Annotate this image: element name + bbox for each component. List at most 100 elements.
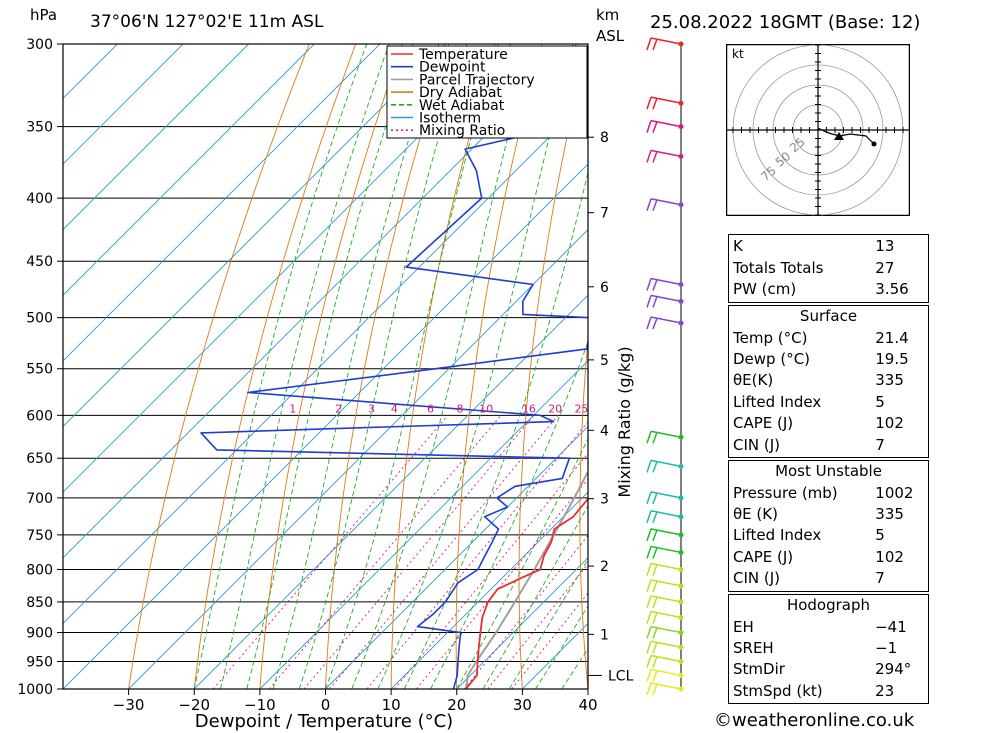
isotherm-line	[63, 44, 249, 231]
isotherm-line	[390, 491, 588, 689]
dry-adiabat-line	[128, 44, 310, 689]
pressure-tick-label: 700	[26, 491, 53, 507]
table-row: CAPE (J) 102	[729, 413, 928, 434]
wind-barb-feather	[652, 121, 658, 133]
wind-barb-feather	[646, 682, 652, 696]
temperature-tick-label: −10	[244, 696, 276, 714]
wind-barb-feather	[646, 528, 652, 542]
wet-adiabat-line	[298, 44, 468, 689]
isotherm-line	[63, 44, 512, 493]
wind-barb-feather	[652, 612, 658, 624]
wind-level-dot	[678, 495, 684, 501]
wind-level-dot	[678, 583, 684, 589]
mixing-ratio-line	[416, 478, 588, 689]
wind-barb-feather	[646, 278, 652, 291]
index-value: 5	[875, 526, 885, 545]
wind-barb-feather	[646, 626, 652, 639]
mixing-ratio-tick-label: 25	[574, 402, 588, 415]
legend-entry: Parcel Trajectory	[419, 72, 535, 88]
wind-barb-feather	[652, 296, 658, 308]
wind-barb	[650, 595, 682, 603]
table-row: StmDir 294°	[729, 659, 928, 680]
wind-barb-feather	[646, 669, 652, 682]
index-label: CAPE (J)	[733, 414, 794, 433]
wind-barb-feather	[652, 683, 658, 696]
wind-barb-feather	[646, 655, 652, 668]
wind-barb	[650, 625, 682, 634]
temperature-tick-label: 30	[513, 696, 532, 714]
index-label: Dewp (°C)	[733, 349, 811, 368]
pressure-tick-label: 400	[26, 191, 53, 207]
index-label: K	[733, 237, 743, 256]
legend-entry: Mixing Ratio	[419, 123, 505, 139]
wind-barb	[650, 640, 682, 648]
mixing-ratio-line	[212, 415, 449, 689]
km-tick-label: 3	[600, 492, 609, 508]
index-value: 21.4	[875, 328, 909, 347]
index-label: Lifted Index	[733, 392, 822, 411]
table-row: PW (cm) 3.56	[729, 279, 928, 300]
table-row: CAPE (J) 102	[729, 547, 928, 568]
wind-barb-feather	[646, 316, 652, 330]
wet-adiabat-line	[430, 340, 588, 689]
section-title: Surface	[799, 307, 858, 326]
km-tick-label: 7	[600, 206, 609, 222]
wind-barb-feather	[646, 295, 652, 308]
km-tick-label: 5	[600, 353, 609, 369]
index-value: 23	[875, 681, 895, 700]
wind-barb	[650, 198, 682, 206]
wind-barb-feather	[646, 198, 652, 212]
wind-barb-feather	[652, 641, 658, 654]
table-row: Lifted Index 5	[729, 392, 928, 413]
location-label: 37°06'N 127°02'E 11m ASL	[90, 12, 324, 32]
dry-adiabat-line	[325, 44, 450, 689]
index-label: SREH	[733, 638, 774, 657]
surface-box: Surface Temp (°C) 21.4 Dewp (°C) 19.5 θE(K) 33…	[728, 305, 929, 458]
wet-adiabat-line	[482, 504, 588, 689]
wind-barb	[650, 562, 682, 571]
isotherm-line	[63, 44, 118, 100]
wind-barb-feather	[646, 595, 652, 609]
index-value: 3.56	[875, 279, 909, 298]
mixing-ratio-tick-label: 1	[289, 402, 296, 415]
wind-barb	[650, 545, 682, 554]
dry-adiabat-line	[639, 44, 682, 689]
index-value: 335	[875, 371, 904, 390]
wind-barb	[650, 668, 682, 677]
legend-entry: Dewpoint	[419, 60, 486, 76]
wind-barb-feather	[652, 529, 658, 542]
pressure-tick-label: 350	[26, 120, 53, 136]
km-tick-label: 8	[600, 130, 609, 146]
wind-level-dot	[678, 532, 684, 538]
index-label: Totals Totals	[733, 258, 824, 277]
wind-level-dot	[678, 320, 684, 326]
wet-adiabat-line	[193, 44, 368, 689]
wind-level-dot	[678, 644, 684, 650]
wind-level-dot	[678, 463, 684, 469]
wind-level-dot	[678, 630, 684, 636]
wind-barb-feather	[646, 611, 652, 624]
index-label: Temp (°C)	[733, 328, 808, 347]
wind-barb	[650, 509, 682, 518]
height-unit-bottom: ASL	[596, 27, 625, 45]
legend-entry: Dry Adiabat	[419, 85, 502, 101]
x-axis-label: Dewpoint / Temperature (°C)	[195, 711, 453, 732]
index-value: 102	[875, 547, 904, 566]
index-value: 294°	[875, 660, 912, 679]
pressure-tick-label: 500	[26, 311, 53, 327]
index-label: StmSpd (kt)	[733, 681, 823, 700]
wind-barb	[650, 528, 682, 536]
pressure-tick-label: 600	[26, 408, 53, 424]
dry-adiabat-line	[455, 44, 543, 689]
pressure-tick-label: 1000	[17, 682, 53, 698]
wind-level-dot	[678, 153, 684, 159]
wind-barb	[650, 96, 682, 104]
wind-barb-feather	[652, 279, 658, 291]
isotherm-line	[193, 294, 588, 689]
index-label: Lifted Index	[733, 526, 822, 545]
pressure-tick-label: 950	[26, 655, 53, 671]
wet-adiabat-line	[403, 170, 588, 689]
footer-credit[interactable]: ©weatheronline.co.uk	[714, 710, 915, 731]
dewpoint-line	[200, 128, 588, 689]
